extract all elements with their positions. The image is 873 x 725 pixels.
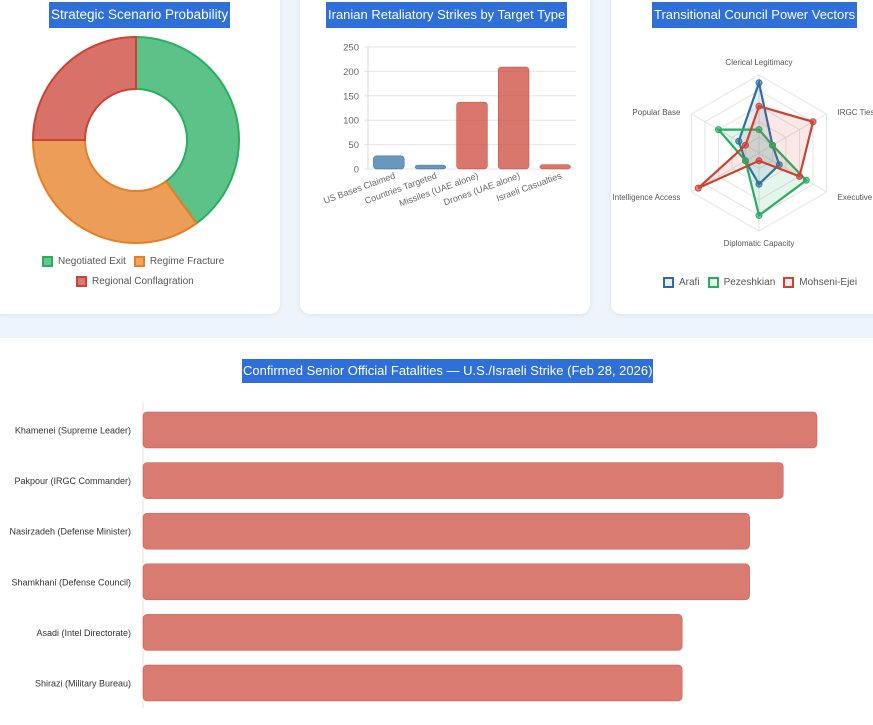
legend-regional-conflagration[interactable]: Regional Conflagration bbox=[76, 276, 194, 287]
y-tick-label: 0 bbox=[354, 165, 359, 176]
scenario-card: Strategic Scenario Probability Negotiate… bbox=[0, 0, 280, 314]
radar-point bbox=[769, 141, 777, 149]
red-swatch bbox=[76, 276, 87, 287]
donut-legend-2: Regional Conflagration bbox=[76, 276, 202, 287]
y-tick-label: 200 bbox=[343, 67, 359, 78]
donut-chart bbox=[31, 35, 240, 244]
legend-arafi[interactable]: Arafi bbox=[663, 277, 700, 288]
y-tick-label: 150 bbox=[343, 91, 359, 102]
fatalities-chart: Khamenei (Supreme Leader) Pakpour (IRGC C… bbox=[9, 402, 818, 708]
bar-countries-targeted bbox=[414, 164, 447, 170]
legend-label: Regional Conflagration bbox=[92, 276, 194, 287]
radar-point bbox=[714, 126, 722, 134]
y-tick-label: Shamkhani (Defense Council) bbox=[11, 577, 131, 587]
green-swatch bbox=[707, 277, 719, 288]
radar-point bbox=[735, 137, 743, 145]
legend-label: Regime Fracture bbox=[149, 256, 225, 267]
radar-point bbox=[755, 180, 763, 188]
radar-point bbox=[755, 126, 763, 134]
donut-slice-regime-fracture bbox=[31, 139, 198, 244]
orange-swatch bbox=[133, 256, 145, 267]
bar-fatality bbox=[142, 664, 683, 702]
radar-point bbox=[755, 211, 763, 219]
radar-axis-label: Executive Control bbox=[838, 193, 873, 202]
legend-regime-fracture[interactable]: Regime Fracture bbox=[133, 256, 225, 267]
strikes-title: Iranian Retaliatory Strikes by Target Ty… bbox=[326, 2, 568, 28]
y-tick-label: 250 bbox=[343, 43, 359, 54]
red-swatch bbox=[783, 277, 795, 288]
y-tick-label: Pakpour (IRGC Commander) bbox=[14, 476, 131, 486]
council-card: Transitional Council Power Vectors Cleri… bbox=[611, 0, 873, 314]
bar-fatality bbox=[142, 563, 750, 601]
bar-fatality bbox=[142, 512, 750, 550]
legend-mohseni-ejei[interactable]: Mohseni-Ejei bbox=[783, 277, 857, 288]
radar-title: Transitional Council Power Vectors bbox=[652, 2, 858, 28]
donut-slice-regional-conflagration bbox=[31, 35, 137, 141]
radar-axis-label: Intelligence Access bbox=[612, 193, 680, 202]
radar-axis-label: Diplomatic Capacity bbox=[724, 239, 795, 248]
bar-israeli-casualties bbox=[539, 164, 571, 170]
blue-swatch bbox=[663, 277, 674, 288]
radar-point bbox=[694, 184, 702, 192]
bar-us-bases-claimed bbox=[373, 155, 405, 170]
radar-point bbox=[802, 176, 810, 184]
bar-fatality bbox=[142, 462, 784, 499]
fatalities-title: Confirmed Senior Official Fatalities — U… bbox=[242, 359, 654, 383]
legend-pezeshkian[interactable]: Pezeshkian bbox=[707, 277, 776, 288]
y-tick-label: Nasirzadeh (Defense Minister) bbox=[9, 527, 131, 537]
bar-fatality bbox=[142, 614, 683, 651]
radar-point bbox=[796, 172, 804, 180]
y-tick-label: Khamenei (Supreme Leader) bbox=[15, 426, 131, 436]
radar-point bbox=[755, 102, 763, 110]
legend-negotiated-exit[interactable]: Negotiated Exit bbox=[42, 256, 126, 267]
radar-legend: Arafi Pezeshkian Mohseni-Ejei bbox=[663, 277, 865, 288]
legend-label: Negotiated Exit bbox=[58, 256, 126, 267]
green-swatch bbox=[42, 256, 53, 267]
bar-fatality bbox=[142, 411, 818, 449]
radar-point bbox=[741, 157, 749, 165]
radar-point bbox=[755, 157, 763, 165]
radar-point bbox=[809, 118, 817, 126]
fatalities-panel: Confirmed Senior Official Fatalities — U… bbox=[0, 338, 873, 725]
legend-label: Pezeshkian bbox=[723, 277, 776, 288]
y-tick-label: 100 bbox=[343, 116, 359, 127]
y-tick-label: Asadi (Intel Directorate) bbox=[36, 628, 131, 638]
donut-legend: Negotiated Exit Regime Fracture bbox=[42, 256, 232, 267]
strikes-card: Iranian Retaliatory Strikes by Target Ty… bbox=[300, 0, 590, 314]
y-tick-label: 50 bbox=[348, 140, 359, 151]
legend-label: Arafi bbox=[679, 277, 700, 288]
legend-label: Mohseni-Ejei bbox=[799, 277, 858, 288]
radar-axis-label: Clerical Legitimacy bbox=[725, 58, 792, 67]
radar-point bbox=[755, 79, 763, 87]
radar-point bbox=[741, 141, 749, 149]
radar-axis-label: Popular Base bbox=[632, 108, 681, 117]
y-tick-label: Shirazi (Military Bureau) bbox=[35, 679, 131, 689]
radar-spoke bbox=[758, 152, 827, 193]
bar-missiles-uae-alone- bbox=[456, 101, 488, 170]
donut-title: Strategic Scenario Probability bbox=[49, 2, 231, 28]
bar-drones-uae-alone- bbox=[497, 66, 530, 170]
donut-slice-negotiated-exit bbox=[135, 35, 240, 225]
radar-chart: Clerical Legitimacy IRGC Ties Executive Co… bbox=[612, 58, 873, 248]
radar-axis-label: IRGC Ties bbox=[838, 108, 873, 117]
